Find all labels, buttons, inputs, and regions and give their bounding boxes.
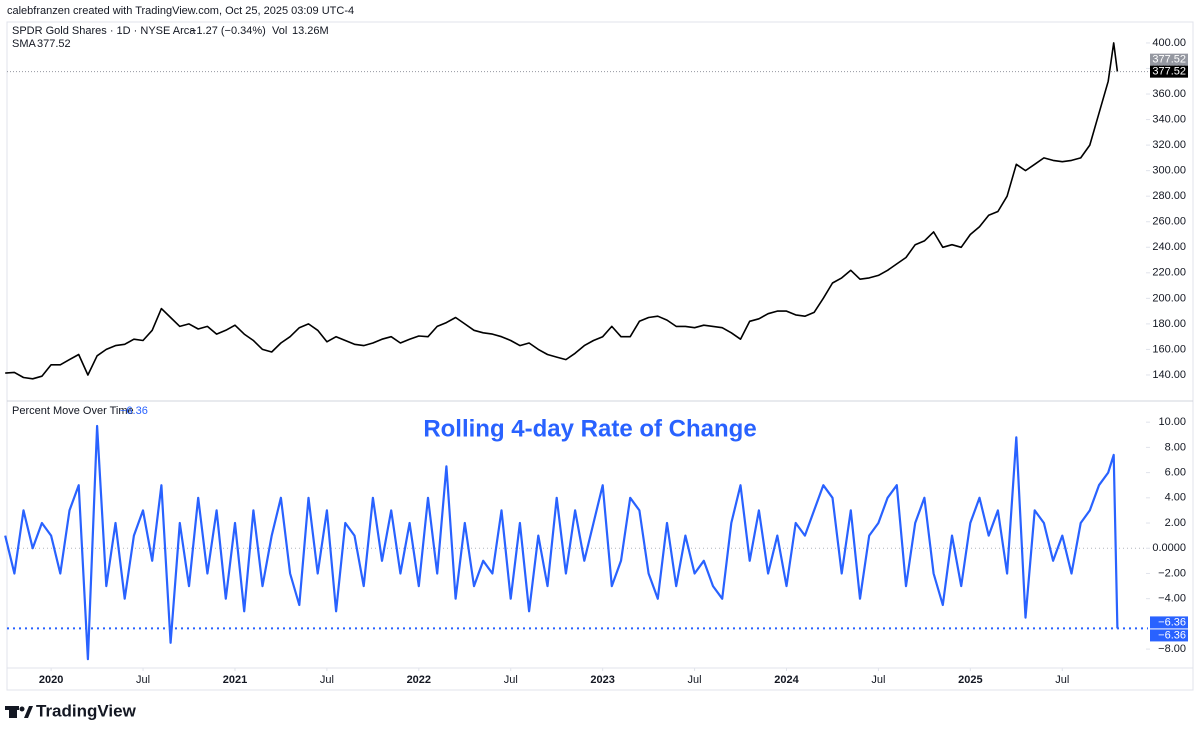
y-tick-label: 320.00 xyxy=(1152,139,1186,151)
y-tick-label: 400.00 xyxy=(1152,37,1186,49)
y-tick-label: 220.00 xyxy=(1152,267,1186,279)
x-tick-label: 2024 xyxy=(774,674,799,686)
indicator-title: Percent Move Over Time xyxy=(12,405,134,417)
y-tick-label: −8.00 xyxy=(1158,643,1186,655)
chart-frame xyxy=(6,21,1194,691)
series-line xyxy=(4,424,1119,661)
x-tick-label: 2021 xyxy=(223,674,247,686)
y-tick-label: 260.00 xyxy=(1152,216,1186,228)
volume: 13.26M xyxy=(292,25,329,37)
indicator-value: −6.36 xyxy=(120,405,148,417)
x-tick-label: Jul xyxy=(871,674,885,686)
y-tick-label: 240.00 xyxy=(1152,241,1186,253)
price-label-box xyxy=(1150,53,1188,66)
credit: calebfranzen created with TradingView.co… xyxy=(7,5,354,17)
y-tick-label: 6.00 xyxy=(1165,467,1186,479)
y-tick-label: 8.00 xyxy=(1165,441,1186,453)
y-tick-label: 4.00 xyxy=(1165,492,1186,504)
sma-value: 377.52 xyxy=(37,38,71,50)
y-tick-label: 10.00 xyxy=(1158,416,1186,428)
price-label-box xyxy=(1150,65,1188,78)
price-label: −6.36 xyxy=(1158,616,1186,628)
x-tick-label: 2025 xyxy=(958,674,982,686)
price-label-box xyxy=(1150,629,1188,642)
y-tick-label: 140.00 xyxy=(1152,369,1186,381)
y-tick-label: 180.00 xyxy=(1152,318,1186,330)
symbol-title: SPDR Gold Shares · 1D · NYSE Arca xyxy=(12,25,196,37)
y-tick-label: 280.00 xyxy=(1152,190,1186,202)
y-tick-label: 360.00 xyxy=(1152,88,1186,100)
x-tick-label: 2022 xyxy=(407,674,431,686)
y-tick-label: −4.00 xyxy=(1158,593,1186,605)
price-label: −6.36 xyxy=(1158,629,1186,641)
y-tick-label: 300.00 xyxy=(1152,165,1186,177)
y-tick-label: 160.00 xyxy=(1152,343,1186,355)
annotation: Rolling 4-day Rate of Change xyxy=(423,415,756,442)
brand: TradingView xyxy=(36,701,137,720)
x-tick-label: Jul xyxy=(688,674,702,686)
y-tick-label: 200.00 xyxy=(1152,292,1186,304)
sma-label: SMA xyxy=(12,38,37,50)
brand-logo xyxy=(5,706,33,718)
volume-label: Vol xyxy=(272,25,287,37)
x-tick-label: 2020 xyxy=(39,674,63,686)
change: −1.27 (−0.34%) xyxy=(190,25,266,37)
x-tick-label: Jul xyxy=(136,674,150,686)
x-tick-label: Jul xyxy=(320,674,334,686)
price-label: 377.52 xyxy=(1152,66,1186,78)
x-tick-label: Jul xyxy=(504,674,518,686)
y-tick-label: 0.0000 xyxy=(1152,542,1186,554)
price-label-box xyxy=(1150,616,1188,629)
x-tick-label: 2023 xyxy=(590,674,614,686)
y-tick-label: 340.00 xyxy=(1152,113,1186,125)
series-line xyxy=(5,42,1119,380)
y-tick-label: 2.00 xyxy=(1165,517,1186,529)
price-label: 377.52 xyxy=(1152,54,1186,66)
y-tick-label: −2.00 xyxy=(1158,567,1186,579)
x-tick-label: Jul xyxy=(1055,674,1069,686)
